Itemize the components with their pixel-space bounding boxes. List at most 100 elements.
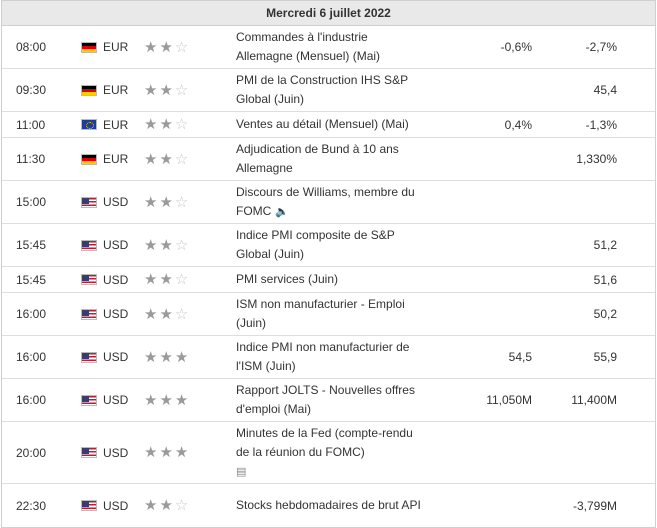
event-name[interactable]: PMI services (Juin) [236, 272, 339, 286]
star-empty-icon: ☆ [174, 81, 189, 99]
country-flag [81, 26, 99, 68]
event-currency: USD [103, 498, 129, 513]
star-filled-icon: ★ [144, 271, 158, 288]
star-filled-icon: ★ [144, 497, 158, 514]
country-flag [81, 422, 99, 483]
event-actual [442, 138, 532, 180]
event-text-wrap: PMI services (Juin) [236, 270, 338, 289]
event-time: 08:00 [16, 40, 47, 54]
event-text-wrap: Discours de Williams, membre du FOMC 🔈 [236, 183, 426, 222]
event-text-wrap: Stocks hebdomadaires de brut API [236, 496, 421, 515]
event-time: 11:30 [16, 152, 46, 166]
us-flag-icon [81, 274, 97, 285]
event-cell[interactable]: PMI de la Construction IHS S&P Global (J… [236, 69, 426, 111]
event-name[interactable]: PMI de la Construction IHS S&P Global (J… [236, 73, 408, 106]
star-filled-icon: ★ [144, 193, 158, 211]
event-row[interactable]: 15:00 USD ★ ★ ☆ Discours de Williams, membre … [2, 181, 655, 224]
event-forecast: -3,799M [572, 498, 617, 513]
event-cell[interactable]: Discours de Williams, membre du FOMC 🔈 [236, 181, 426, 223]
country-flag [81, 267, 99, 292]
country-flag [81, 224, 99, 266]
star-filled-icon: ★ [174, 391, 189, 409]
event-time: 15:00 [16, 195, 47, 209]
event-row[interactable]: 16:00 USD ★ ★ ☆ ISM non manufacturier - Emplo… [2, 293, 655, 336]
event-time: 16:00 [16, 350, 47, 364]
event-forecast: -2,7% [585, 40, 617, 54]
star-filled-icon: ★ [159, 348, 173, 366]
event-time: 11:00 [16, 117, 46, 132]
event-name[interactable]: Rapport JOLTS - Nouvelles offres d'emplo… [236, 383, 415, 416]
event-cell[interactable]: Commandes à l'industrie Allemagne (Mensu… [236, 26, 426, 68]
event-cell[interactable]: Adjudication de Bund à 10 ans Allemagne [236, 138, 426, 180]
star-filled-icon: ★ [144, 81, 158, 99]
country-flag [81, 484, 99, 527]
event-actual [442, 224, 532, 266]
star-filled-icon: ★ [159, 391, 173, 409]
event-cell[interactable]: Stocks hebdomadaires de brut API [236, 484, 426, 527]
star-filled-icon: ★ [144, 150, 158, 168]
event-actual: -0,6% [500, 40, 532, 54]
star-empty-icon: ☆ [174, 193, 189, 211]
star-filled-icon: ★ [159, 38, 173, 56]
event-cell[interactable]: Indice PMI non manufacturier de l'ISM (J… [236, 336, 426, 378]
event-list: 08:00 EUR ★ ★ ☆ Commandes à l'industrie Allem… [2, 26, 655, 527]
importance-stars: ★ ★ ☆ [144, 267, 204, 292]
event-row[interactable]: 08:00 EUR ★ ★ ☆ Commandes à l'industrie Allem… [2, 26, 655, 69]
importance-stars: ★ ★ ★ [144, 379, 204, 421]
star-filled-icon: ★ [144, 38, 158, 56]
event-row[interactable]: 11:30 EUR ★ ★ ☆ Adjudication de Bund à 10 ans… [2, 138, 655, 181]
star-empty-icon: ☆ [174, 236, 189, 254]
event-row[interactable]: 09:30 EUR ★ ★ ☆ PMI de la Construction IHS S&… [2, 69, 655, 112]
importance-stars: ★ ★ ☆ [144, 26, 204, 68]
star-filled-icon: ★ [159, 193, 173, 211]
event-row[interactable]: 15:45 USD ★ ★ ☆ Indice PMI composite de S&P G… [2, 224, 655, 267]
importance-stars: ★ ★ ★ [144, 422, 204, 483]
event-name[interactable]: Minutes de la Fed (compte-rendu de la ré… [236, 425, 413, 459]
importance-stars: ★ ★ ☆ [144, 293, 204, 335]
event-row[interactable]: 11:00 EUR ★ ★ ☆ Ventes au détail (Mensuel) (M… [2, 112, 655, 138]
country-flag [81, 69, 99, 111]
event-row[interactable]: 15:45 USD ★ ★ ☆ PMI services (Juin) 51,6 [2, 267, 655, 293]
event-cell[interactable]: Indice PMI composite de S&P Global (Juin… [236, 224, 426, 266]
event-time: 22:30 [16, 498, 47, 513]
event-name[interactable]: Stocks hebdomadaires de brut API [236, 498, 421, 512]
event-name[interactable]: Ventes au détail (Mensuel) (Mai) [236, 117, 409, 131]
star-filled-icon: ★ [159, 236, 173, 254]
star-filled-icon: ★ [159, 305, 173, 323]
event-name[interactable]: ISM non manufacturier - Emploi (Juin) [236, 297, 405, 330]
star-filled-icon: ★ [159, 497, 173, 514]
event-cell[interactable]: Rapport JOLTS - Nouvelles offres d'emplo… [236, 379, 426, 421]
speaker-icon[interactable]: 🔈 [275, 205, 290, 218]
document-icon[interactable]: ▤ [236, 465, 247, 478]
event-forecast: 51,6 [593, 272, 617, 287]
event-forecast: 50,2 [593, 307, 617, 321]
star-empty-icon: ☆ [174, 271, 189, 288]
event-name[interactable]: Indice PMI composite de S&P Global (Juin… [236, 228, 395, 261]
event-name[interactable]: Indice PMI non manufacturier de l'ISM (J… [236, 340, 410, 373]
importance-stars: ★ ★ ☆ [144, 69, 204, 111]
country-flag [81, 138, 99, 180]
star-filled-icon: ★ [159, 81, 173, 99]
event-actual [442, 69, 532, 111]
event-name[interactable]: Discours de Williams, membre du FOMC [236, 184, 415, 218]
event-cell[interactable]: ISM non manufacturier - Emploi (Juin) [236, 293, 426, 335]
event-text-wrap: PMI de la Construction IHS S&P Global (J… [236, 71, 426, 109]
importance-stars: ★ ★ ☆ [144, 224, 204, 266]
star-filled-icon: ★ [159, 150, 173, 168]
event-text-wrap: Commandes à l'industrie Allemagne (Mensu… [236, 28, 426, 66]
event-cell[interactable]: PMI services (Juin) [236, 267, 426, 292]
event-name[interactable]: Adjudication de Bund à 10 ans Allemagne [236, 142, 399, 175]
event-cell[interactable]: Ventes au détail (Mensuel) (Mai) [236, 112, 426, 137]
event-actual [442, 293, 532, 335]
importance-stars: ★ ★ ☆ [144, 112, 204, 137]
event-row[interactable]: 16:00 USD ★ ★ ★ Rapport JOLTS - Nouvelles off… [2, 379, 655, 422]
event-row[interactable]: 16:00 USD ★ ★ ★ Indice PMI non manufacturier … [2, 336, 655, 379]
event-cell[interactable]: Minutes de la Fed (compte-rendu de la ré… [236, 422, 426, 483]
star-filled-icon: ★ [144, 391, 158, 409]
event-name[interactable]: Commandes à l'industrie Allemagne (Mensu… [236, 30, 381, 63]
star-filled-icon: ★ [144, 444, 158, 461]
star-filled-icon: ★ [174, 348, 189, 366]
event-row[interactable]: 20:00 USD ★ ★ ★ Minutes de la Fed (compte-ren… [2, 422, 655, 484]
us-flag-icon [81, 308, 97, 320]
event-row[interactable]: 22:30 USD ★ ★ ☆ Stocks hebdomadaires de brut … [2, 484, 655, 527]
